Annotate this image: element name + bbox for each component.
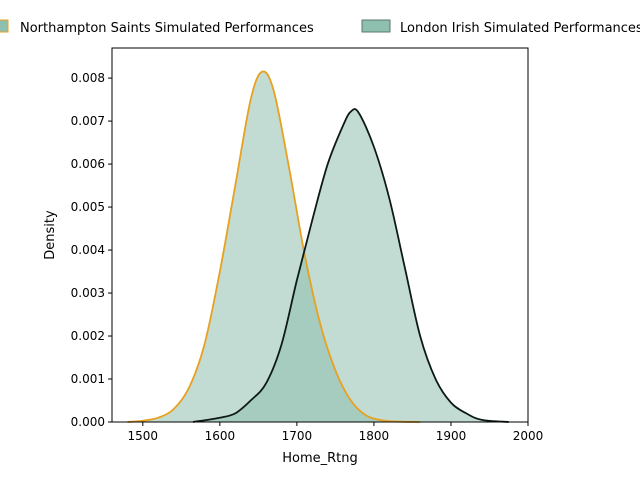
legend-swatch-london-irish <box>361 19 391 33</box>
density-area-london-irish <box>192 108 509 423</box>
y-tick-label: 0.005 <box>71 200 105 214</box>
y-tick-label: 0.001 <box>71 372 105 386</box>
y-axis-label: Density <box>43 210 58 260</box>
density-line-london-irish <box>192 108 509 423</box>
y-tick-label: 0.008 <box>71 71 105 85</box>
x-tick-label: 2000 <box>513 429 544 443</box>
legend-label-london-irish: London Irish Simulated Performances <box>400 21 640 36</box>
x-tick-label: 1900 <box>436 429 467 443</box>
y-tick-label: 0.006 <box>71 157 105 171</box>
y-axis: 0.000 0.001 0.002 0.003 0.004 0.005 0.006 0.007… <box>71 71 112 429</box>
density-line-northampton <box>127 70 421 423</box>
y-tick-label: 0.004 <box>71 243 105 257</box>
density-area-northampton <box>127 71 421 422</box>
density-lines <box>127 70 509 423</box>
x-axis: 1500 1600 1700 1800 1900 2000 <box>128 422 544 443</box>
legend-label-northampton: Northampton Saints Simulated Performance… <box>20 21 314 36</box>
y-tick-label: 0.002 <box>71 329 105 343</box>
plot-frame <box>111 47 529 423</box>
y-tick-label: 0.007 <box>71 114 105 128</box>
legend-swatch-northampton <box>0 19 9 33</box>
x-tick-label: 1700 <box>282 429 313 443</box>
x-axis-label: Home_Rtng <box>282 451 358 466</box>
y-tick-label: 0.003 <box>71 286 105 300</box>
legend: Northampton Saints Simulated Performance… <box>0 19 640 36</box>
y-tick-label: 0.000 <box>71 415 105 429</box>
x-tick-label: 1500 <box>128 429 159 443</box>
density-areas <box>127 71 509 423</box>
x-tick-label: 1800 <box>359 429 390 443</box>
x-tick-label: 1600 <box>205 429 236 443</box>
